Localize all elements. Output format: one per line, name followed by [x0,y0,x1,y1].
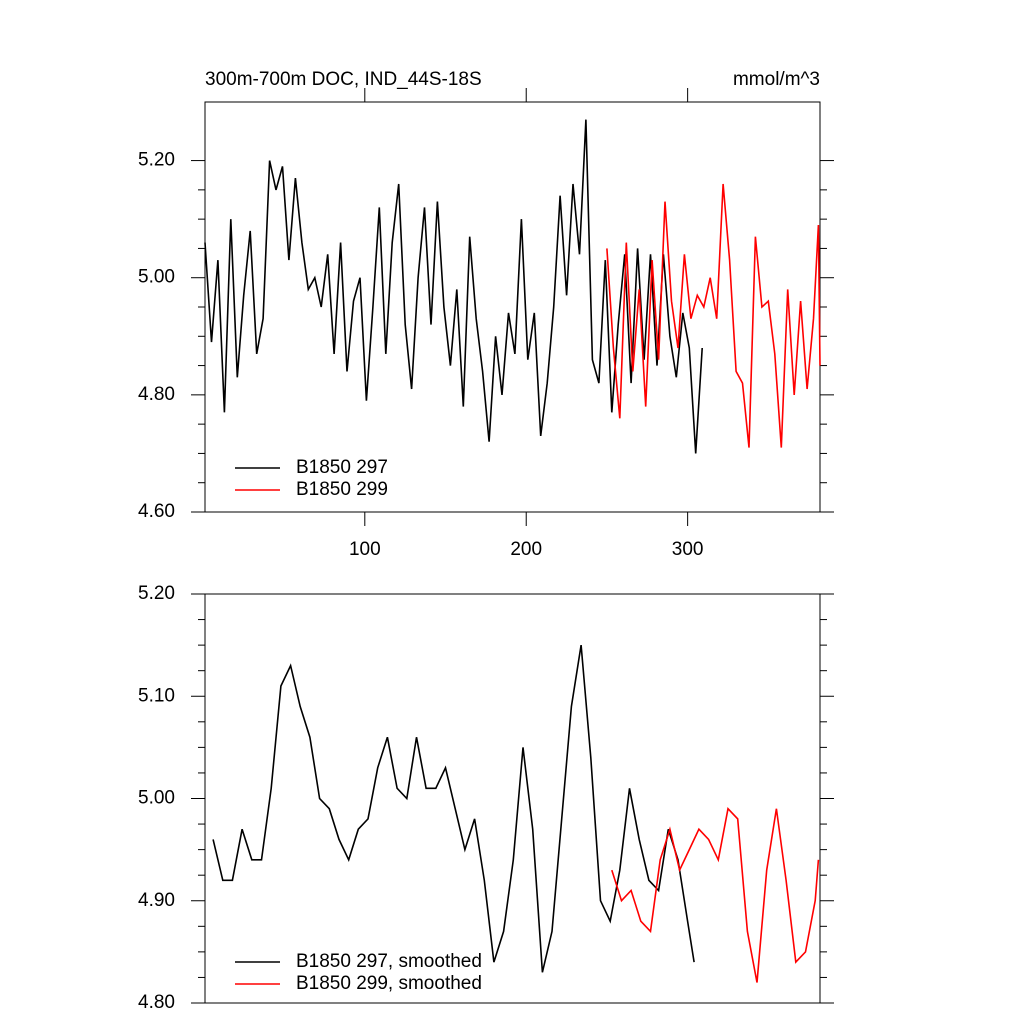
legend-label: B1850 297, smoothed [296,951,482,972]
chart-title: 300m-700m DOC, IND_44S-18S [205,69,482,90]
y-tick-label: 4.80 [138,384,175,405]
y-tick-label: 4.90 [138,890,175,911]
y-tick-label: 5.00 [138,267,175,288]
plot-frame [204,101,821,513]
plot-frame [204,593,821,1004]
y-tick-label: 5.20 [138,583,175,604]
x-tick-label: 100 [349,539,381,560]
units-label: mmol/m^3 [733,69,820,90]
y-tick-label: 5.10 [138,685,175,706]
x-tick-label: 200 [510,539,542,560]
y-tick-label: 5.20 [138,150,175,171]
legend-label: B1850 299 [296,479,388,500]
y-tick-label: 4.60 [138,501,175,522]
legend-label: B1850 299, smoothed [296,973,482,994]
data-line [611,807,820,983]
data-line [204,119,703,454]
y-tick-label: 5.00 [138,788,175,809]
x-tick-label: 300 [672,539,704,560]
data-line [606,183,821,448]
data-line [212,644,695,973]
y-tick-label: 4.80 [138,992,175,1013]
legend-label: B1850 297 [296,457,388,478]
